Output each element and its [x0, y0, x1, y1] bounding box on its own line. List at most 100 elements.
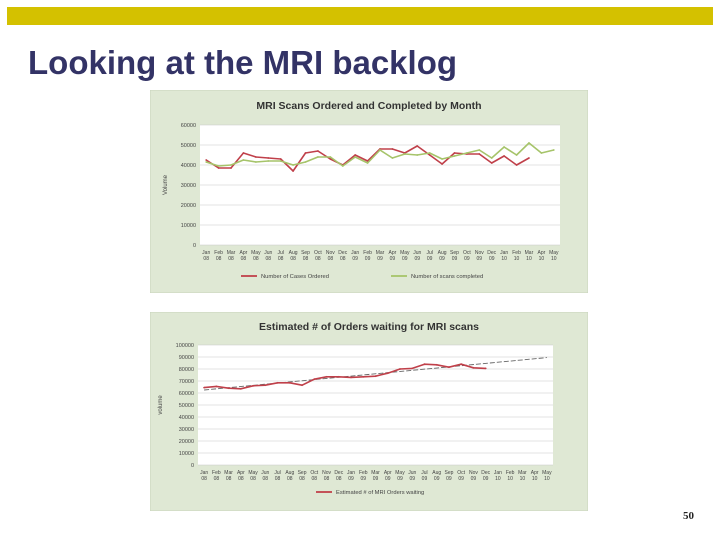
data-point	[304, 152, 307, 154]
x-tick-month: Apr	[237, 470, 245, 476]
x-tick-month: Dec	[338, 250, 347, 256]
x-tick-year: 09	[452, 256, 458, 262]
x-tick-year: 09	[360, 476, 366, 482]
data-point	[350, 376, 352, 379]
x-tick-year: 08	[265, 256, 271, 262]
data-point	[230, 167, 232, 169]
x-tick-month: Oct	[463, 250, 471, 256]
data-point	[399, 368, 401, 370]
y-tick-label: 0	[191, 463, 194, 469]
data-point	[374, 375, 377, 378]
data-point	[490, 162, 493, 164]
y-tick-label: 50000	[179, 403, 194, 409]
data-point	[416, 145, 419, 147]
chart-panel-scans: MRI Scans Ordered and Completed by Month…	[150, 90, 588, 293]
x-tick-month: Jun	[264, 250, 272, 256]
y-tick-label: 10000	[179, 451, 194, 457]
x-tick-year: 09	[385, 476, 391, 482]
y-tick-label: 30000	[179, 427, 194, 433]
x-tick-year: 08	[253, 256, 259, 262]
x-tick-year: 08	[226, 476, 232, 482]
x-tick-month: Feb	[506, 470, 515, 476]
chart-title: MRI Scans Ordered and Completed by Month	[256, 100, 481, 112]
data-point	[313, 378, 316, 381]
data-point	[341, 165, 344, 167]
x-tick-year: 08	[241, 256, 247, 262]
y-tick-label: 40000	[179, 415, 194, 421]
x-tick-year: 08	[328, 256, 334, 262]
data-point	[428, 154, 431, 156]
x-tick-year: 08	[312, 476, 318, 482]
y-tick-label: 60000	[179, 391, 194, 397]
data-point	[460, 363, 463, 366]
x-tick-year: 09	[377, 256, 383, 262]
x-tick-month: Apr	[389, 250, 397, 256]
x-tick-month: Aug	[289, 250, 298, 256]
data-point	[264, 384, 267, 387]
x-tick-month: Dec	[487, 250, 496, 256]
x-tick-year: 09	[489, 256, 495, 262]
x-tick-month: Nov	[326, 250, 335, 256]
x-tick-month: Apr	[531, 470, 539, 476]
x-tick-year: 09	[422, 476, 428, 482]
chart-scans-ordered-completed: MRI Scans Ordered and Completed by Month…	[150, 90, 588, 293]
data-point	[317, 156, 319, 158]
data-point	[453, 155, 456, 157]
x-tick-year: 08	[250, 476, 256, 482]
data-point	[478, 153, 481, 155]
x-tick-month: Mar	[525, 250, 534, 256]
x-tick-month: Mar	[224, 470, 233, 476]
data-point	[317, 150, 319, 152]
data-point	[227, 387, 230, 390]
data-point	[329, 158, 332, 160]
data-point	[203, 386, 206, 389]
data-point	[391, 157, 394, 159]
x-tick-year: 10	[526, 256, 532, 262]
x-tick-year: 09	[464, 256, 470, 262]
data-point	[552, 149, 555, 151]
x-tick-year: 08	[201, 476, 207, 482]
x-tick-month: Oct	[310, 470, 318, 476]
x-tick-month: Jul	[426, 250, 432, 256]
x-tick-month: May	[248, 470, 258, 476]
data-point	[242, 159, 245, 161]
x-tick-month: Mar	[371, 470, 380, 476]
x-tick-month: Sep	[301, 250, 310, 256]
x-tick-year: 08	[238, 476, 244, 482]
data-point	[279, 160, 282, 162]
x-tick-year: 08	[228, 256, 234, 262]
x-tick-month: Jul	[274, 470, 280, 476]
x-tick-month: Jan	[351, 250, 359, 256]
data-point	[472, 366, 475, 369]
x-tick-year: 08	[203, 256, 209, 262]
data-point	[329, 156, 332, 158]
x-tick-year: 08	[290, 256, 296, 262]
data-point	[423, 363, 426, 366]
y-axis-label: Volume	[163, 174, 169, 195]
x-tick-year: 08	[275, 476, 281, 482]
x-tick-year: 10	[514, 256, 520, 262]
data-point	[252, 384, 254, 387]
data-point	[337, 375, 340, 378]
x-tick-year: 08	[263, 476, 269, 482]
data-point	[267, 160, 270, 162]
y-tick-label: 60000	[181, 123, 196, 129]
x-tick-year: 09	[483, 476, 489, 482]
x-tick-year: 10	[520, 476, 526, 482]
data-point	[490, 157, 493, 159]
data-point	[354, 156, 357, 158]
data-point	[267, 157, 270, 159]
data-point	[448, 366, 450, 369]
x-tick-year: 10	[551, 256, 557, 262]
data-point	[362, 375, 365, 378]
data-point	[416, 154, 419, 156]
series-line-1	[204, 363, 486, 390]
x-tick-year: 08	[287, 476, 293, 482]
x-tick-year: 08	[324, 476, 330, 482]
x-tick-year: 09	[414, 256, 420, 262]
y-tick-label: 80000	[179, 367, 194, 373]
data-point	[515, 164, 518, 166]
data-point	[428, 152, 431, 154]
y-axis-label: volume	[158, 395, 164, 415]
y-tick-label: 20000	[181, 203, 196, 209]
